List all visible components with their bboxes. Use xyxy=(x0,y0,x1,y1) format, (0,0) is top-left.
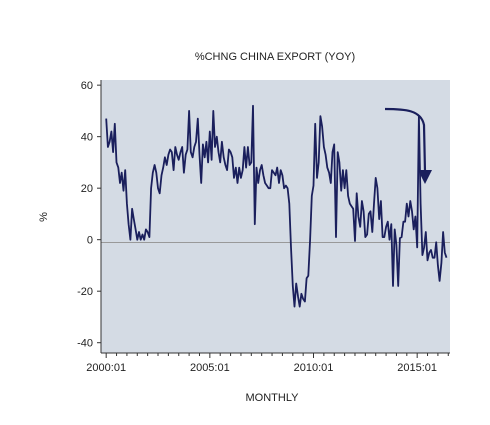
y-tick-label: 40 xyxy=(81,132,93,144)
plot-area xyxy=(101,80,450,353)
y-axis-label: % xyxy=(38,212,50,222)
y-tick-label: -20 xyxy=(77,286,93,298)
x-ticks: 2000:01 2005:01 2010:01 2015:01 xyxy=(86,353,449,374)
series-line xyxy=(105,104,448,308)
y-tick-label: 60 xyxy=(81,80,93,92)
arrow-head-icon xyxy=(418,170,432,184)
x-tick-label: 2015:01 xyxy=(397,362,437,374)
annotation-arrow xyxy=(384,107,432,184)
x-axis-label: MONTHLY xyxy=(246,392,300,404)
x-tick-label: 2005:01 xyxy=(190,362,230,374)
x-tick-label: 2000:01 xyxy=(86,362,126,374)
y-ticks: -40 -20 0 20 40 60 xyxy=(77,80,101,350)
y-tick-label: 20 xyxy=(81,183,93,195)
y-tick-label: -40 xyxy=(77,338,93,350)
chart-title: %CHNG CHINA EXPORT (YOY) xyxy=(195,51,355,63)
y-tick-label: 0 xyxy=(87,235,93,247)
x-tick-label: 2010:01 xyxy=(294,362,334,374)
